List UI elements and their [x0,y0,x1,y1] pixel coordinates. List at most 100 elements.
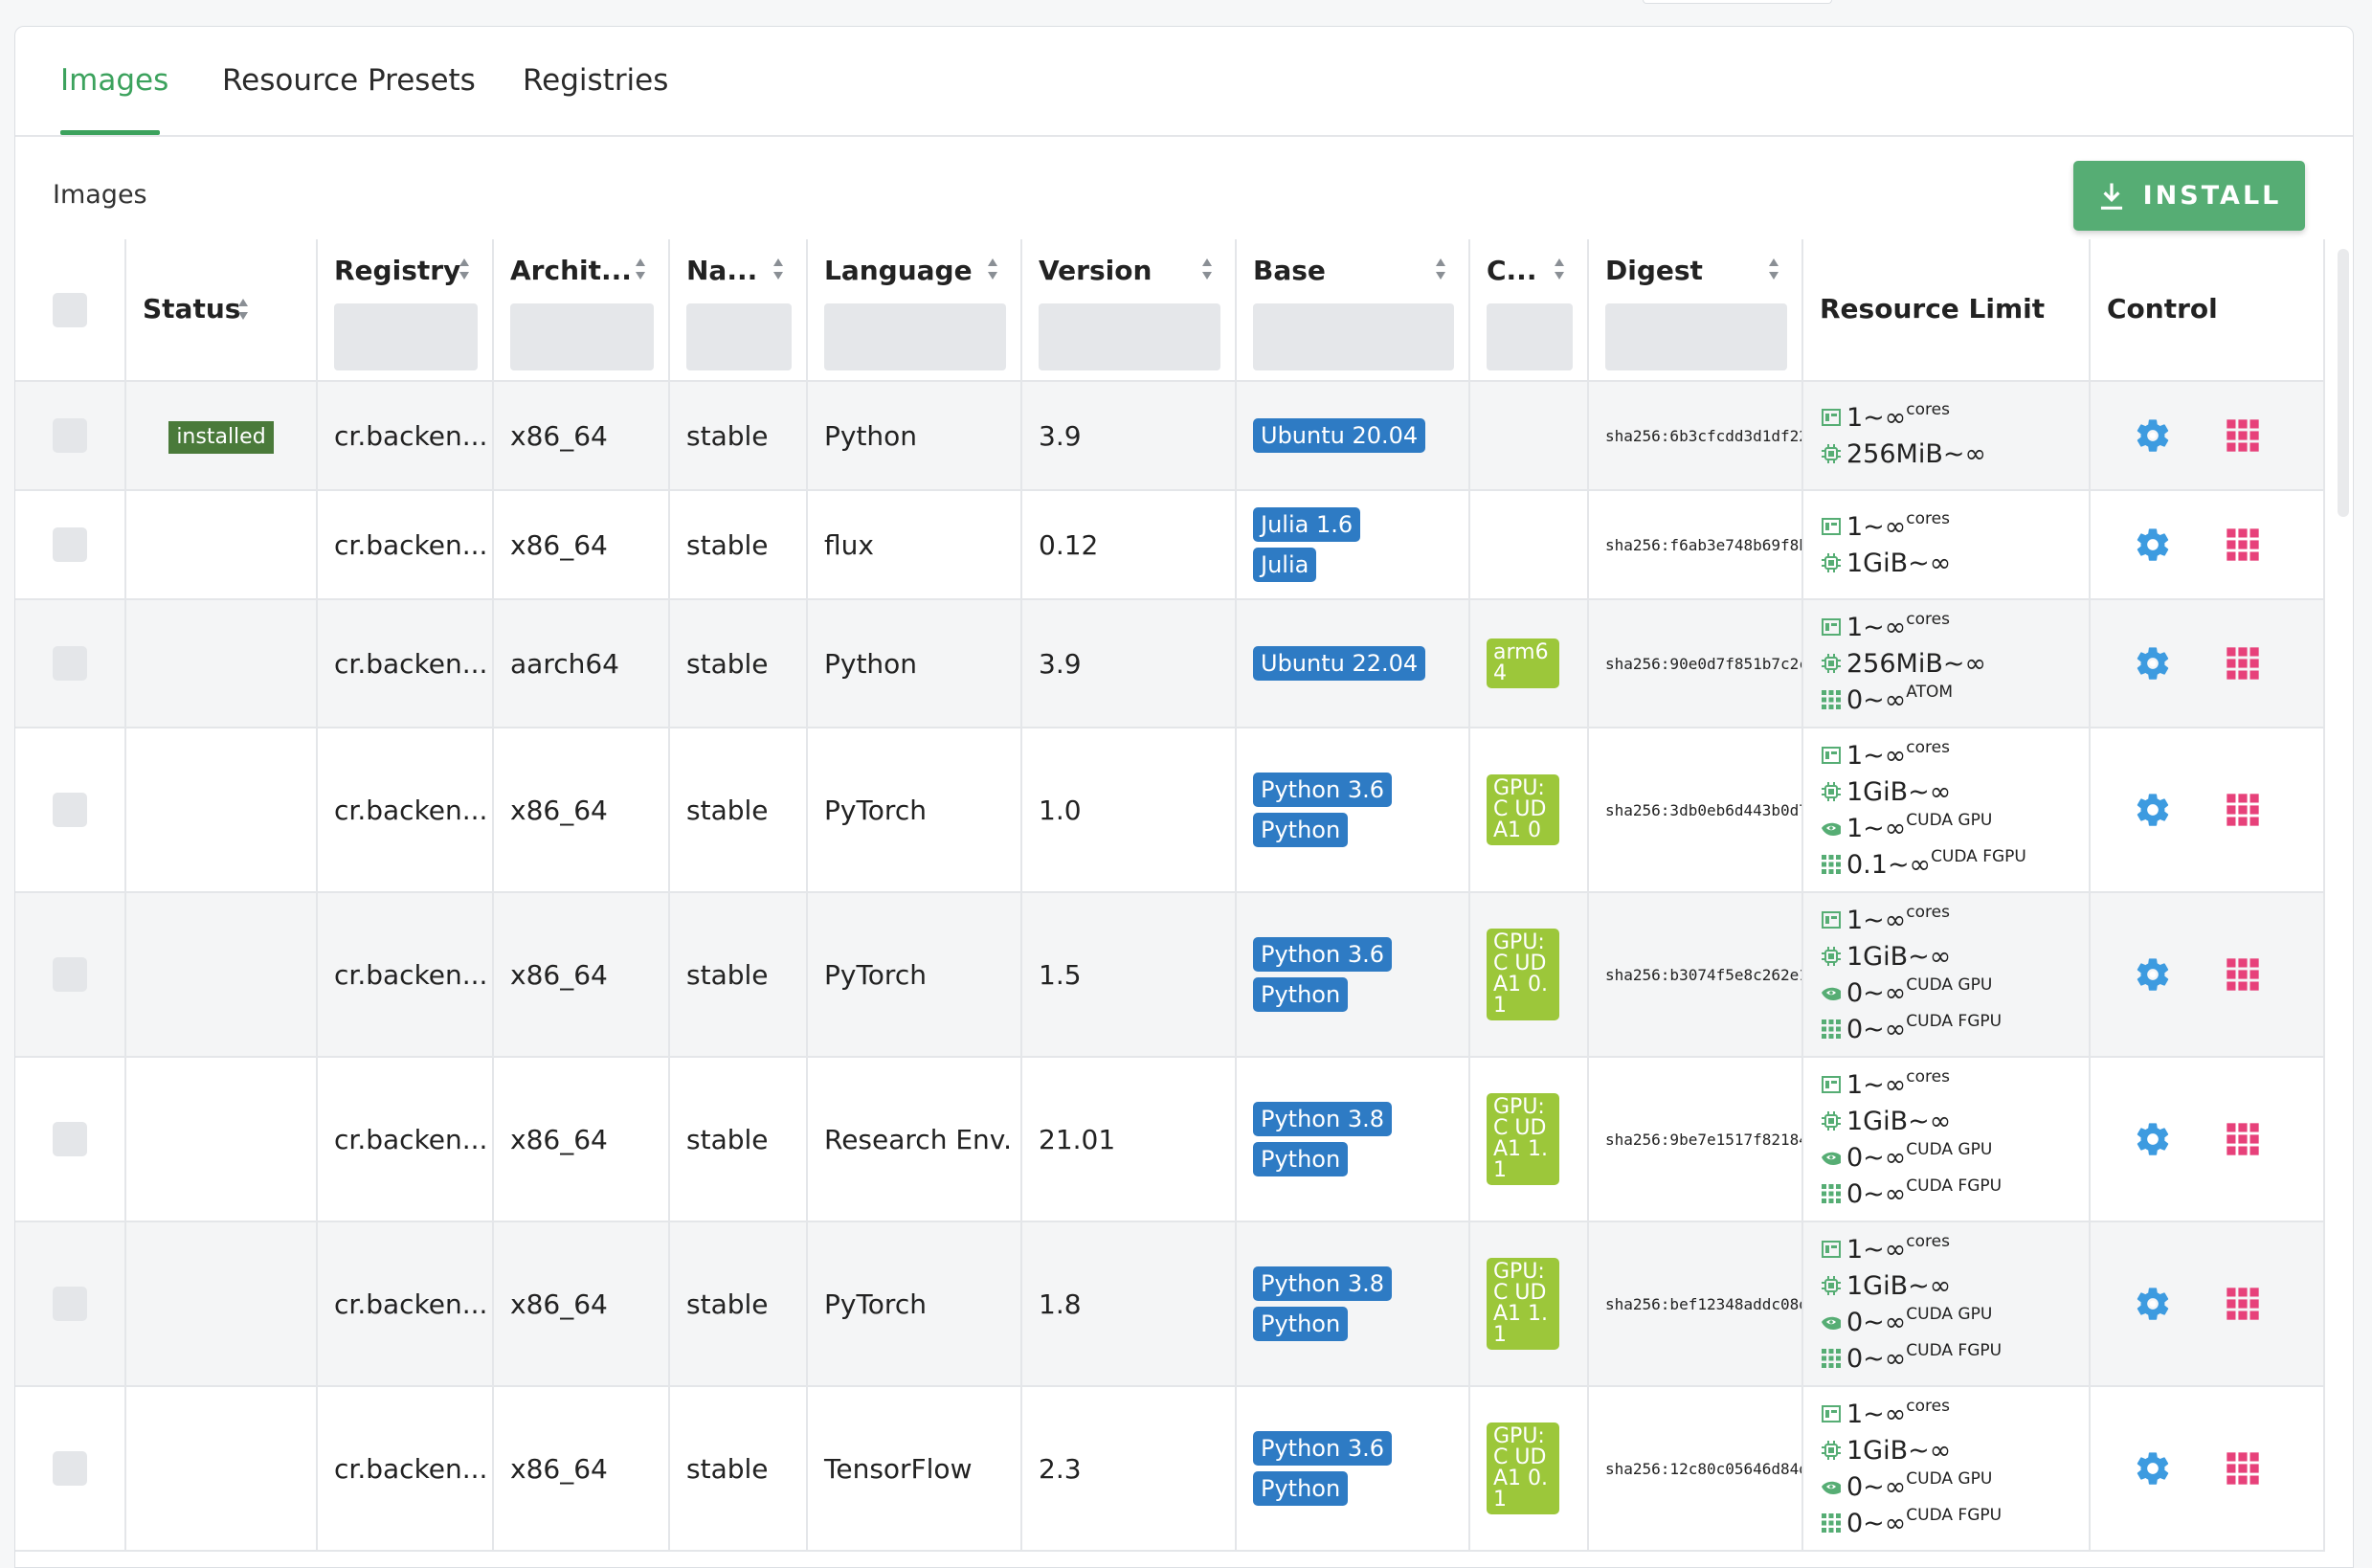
resource-unit: cores [1906,400,1950,419]
registry-header-label: Registry [334,255,461,286]
registry-cell: cr.backen... [317,892,494,1057]
namespace-cell: stable [669,728,808,892]
header-namespace[interactable]: Na... [669,239,808,381]
resource-limit-cell: 1~∞ cores 1GiB~∞ 0~∞ CUDA GPU 0~∞ CUDA FGPU [1802,1386,2091,1551]
fgpu-icon [1822,855,1841,874]
architecture-cell: x86_64 [493,1386,670,1551]
row-checkbox[interactable] [53,646,87,681]
resource-limit-item: 0~∞ CUDA FGPU [1820,1505,2089,1541]
settings-icon[interactable] [2134,1120,2172,1158]
header-architecture[interactable]: Archit... [493,239,670,381]
constraint-cell: GPU:C UDA1 0.1 [1469,1386,1589,1551]
apps-icon[interactable] [2224,1449,2262,1488]
resource-limit-cell: 1~∞ cores 1GiB~∞ 0~∞ CUDA GPU 0~∞ CUDA FGPU [1802,892,2091,1057]
control-cell [2090,892,2325,1057]
apps-icon[interactable] [2224,526,2262,564]
table-row[interactable]: cr.backen... x86_64 stable Research Env.… [15,1057,2325,1221]
sort-icon[interactable] [1434,257,1447,281]
sort-icon[interactable] [1553,257,1566,281]
registry-value: cr.backen... [334,1123,488,1155]
settings-icon[interactable] [2134,955,2172,994]
sort-icon[interactable] [236,297,250,322]
table-row[interactable]: cr.backen... x86_64 stable PyTorch 1.8 P… [15,1221,2325,1386]
settings-icon[interactable] [2134,1449,2172,1488]
version-filter-input[interactable] [1039,303,1220,370]
resource-limit-cell: 1~∞ cores 1GiB~∞ 0~∞ CUDA GPU 0~∞ CUDA FGPU [1802,1057,2091,1221]
row-checkbox[interactable] [53,1451,87,1486]
sort-icon[interactable] [1767,257,1780,281]
settings-icon[interactable] [2134,1285,2172,1323]
architecture-filter-input[interactable] [510,303,654,370]
registry-value: cr.backen... [334,1452,488,1485]
digest-value: sha256:bef12348addc08d4 [1605,1294,1801,1313]
row-checkbox[interactable] [53,793,87,827]
base-cell: Julia 1.6 Julia [1236,490,1470,599]
sort-icon[interactable] [458,257,471,281]
base-cell: Python 3.6 Python [1236,728,1470,892]
vertical-scrollbar[interactable] [2338,249,2349,517]
control-cell [2090,1386,2325,1551]
table-row[interactable]: cr.backen... x86_64 stable PyTorch 1.0 P… [15,728,2325,892]
tab-registries[interactable]: Registries [523,63,669,98]
table-row[interactable]: cr.backen... x86_64 stable TensorFlow 2.… [15,1386,2325,1551]
sort-icon[interactable] [772,257,785,281]
resource-limit-item: 1GiB~∞ [1820,938,2089,974]
header-constraint[interactable]: C... [1469,239,1589,381]
apps-icon[interactable] [2224,1120,2262,1158]
tab-resource-presets[interactable]: Resource Presets [222,63,476,98]
apps-icon[interactable] [2224,1285,2262,1323]
language-cell: PyTorch [807,892,1022,1057]
version-cell: 21.01 [1021,1057,1237,1221]
namespace-value: stable [686,1452,769,1485]
row-checkbox[interactable] [53,418,87,453]
row-checkbox[interactable] [53,527,87,562]
sort-icon[interactable] [634,257,647,281]
table-row[interactable]: cr.backen... x86_64 stable PyTorch 1.5 P… [15,892,2325,1057]
resource-limit-item: 1GiB~∞ [1820,1103,2089,1139]
tab-images[interactable]: Images [60,63,169,98]
row-checkbox[interactable] [53,957,87,992]
settings-icon[interactable] [2134,526,2172,564]
registry-filter-input[interactable] [334,303,478,370]
table-row[interactable]: cr.backen... x86_64 stable flux 0.12 Jul… [15,490,2325,599]
base-filter-input[interactable] [1253,303,1454,370]
header-status[interactable]: Status [125,239,318,381]
architecture-value: x86_64 [510,1288,608,1320]
settings-icon[interactable] [2134,644,2172,683]
constraint-tag: GPU:C UDA1 1.1 [1487,1258,1559,1350]
digest-cell: sha256:bef12348addc08d4 [1588,1221,1803,1386]
apps-icon[interactable] [2224,791,2262,829]
namespace-filter-input[interactable] [686,303,792,370]
header-version[interactable]: Version [1021,239,1237,381]
memory-icon [1822,782,1841,801]
table-row[interactable]: cr.backen... aarch64 stable Python 3.9 U… [15,599,2325,728]
constraint-filter-input[interactable] [1487,303,1573,370]
sort-icon[interactable] [986,257,999,281]
header-language[interactable]: Language [807,239,1022,381]
header-base[interactable]: Base [1236,239,1470,381]
language-filter-input[interactable] [824,303,1006,370]
table-row[interactable]: installed cr.backen... x86_64 stable Pyt… [15,381,2325,490]
header-registry[interactable]: Registry [317,239,494,381]
language-cell: Python [807,381,1022,490]
install-button[interactable]: INSTALL [2073,161,2305,231]
version-cell: 1.0 [1021,728,1237,892]
apps-icon[interactable] [2224,955,2262,994]
sort-icon[interactable] [1200,257,1214,281]
row-checkbox[interactable] [53,1287,87,1321]
apps-icon[interactable] [2224,416,2262,455]
settings-icon[interactable] [2134,416,2172,455]
digest-filter-input[interactable] [1605,303,1787,370]
base-cell: Ubuntu 22.04 [1236,599,1470,728]
header-digest[interactable]: Digest [1588,239,1803,381]
resource-value: 1~∞ [1846,402,1907,433]
fgpu-icon [1822,1184,1841,1203]
row-checkbox[interactable] [53,1122,87,1156]
settings-icon[interactable] [2134,791,2172,829]
memory-icon [1822,654,1841,673]
language-value: TensorFlow [824,1452,973,1485]
select-all-checkbox[interactable] [53,292,87,327]
resource-unit: CUDA GPU [1906,1469,1993,1489]
apps-icon[interactable] [2224,644,2262,683]
language-value: PyTorch [824,958,927,991]
